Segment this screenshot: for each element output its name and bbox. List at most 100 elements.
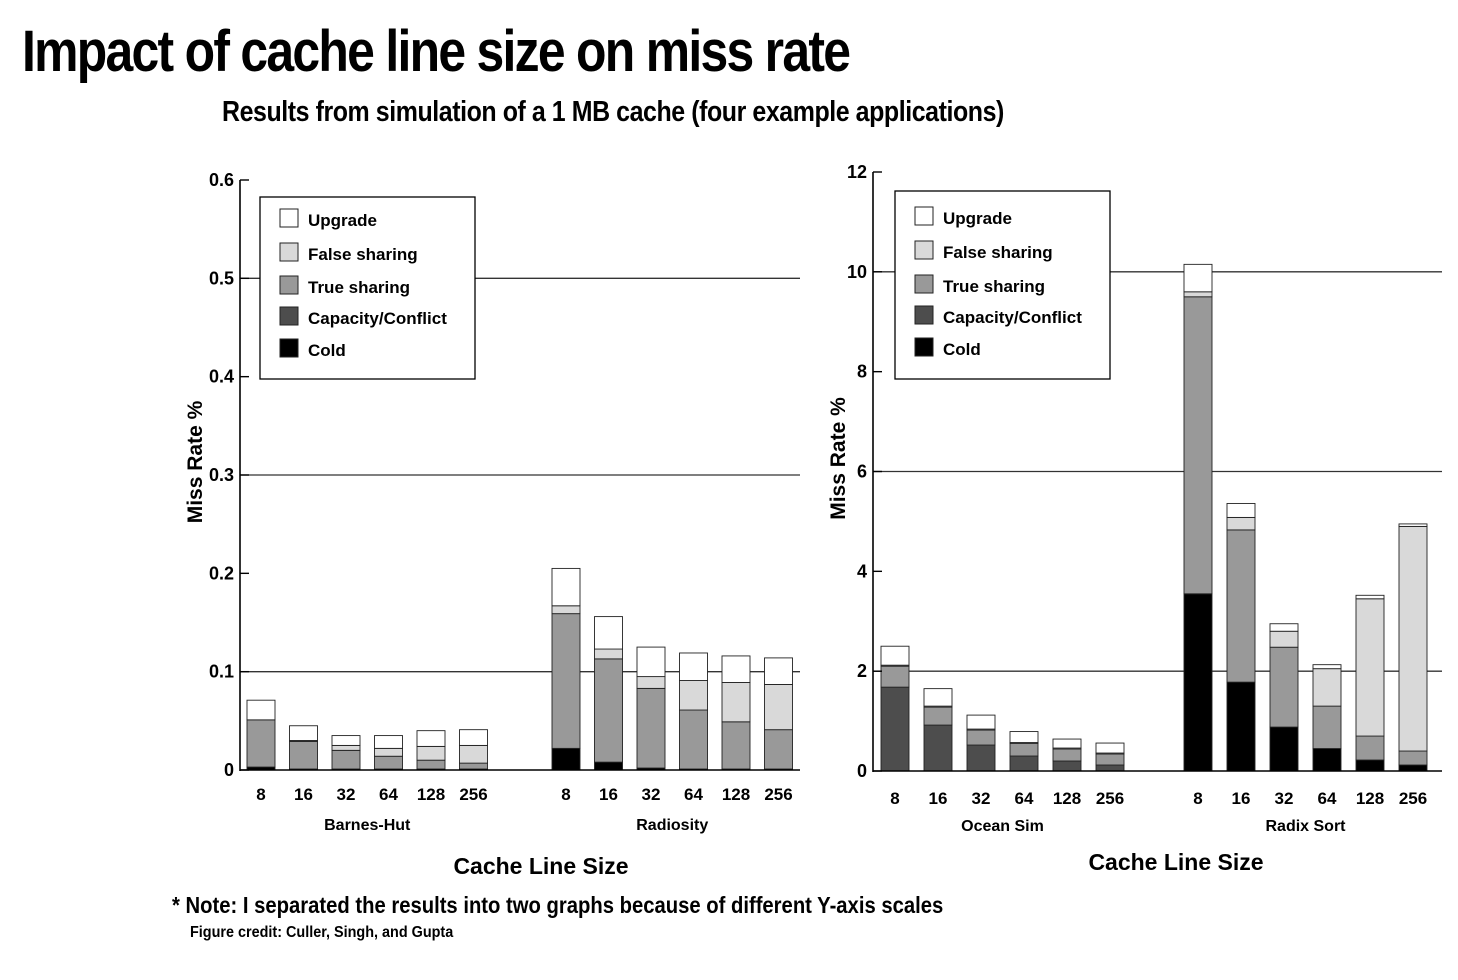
legend-label-upgrade: Upgrade [943, 209, 1012, 228]
bar-ocean-sim-32-true-sharing [966, 729, 996, 746]
bar-ocean-sim-128-capacity-conflict [1052, 760, 1082, 772]
bar-ocean-sim-128-upgrade [1052, 738, 1082, 749]
bar-radiosity-32-true-sharing [636, 687, 666, 769]
y-tick-label: 0.1 [209, 662, 234, 682]
bar-ocean-sim-8-upgrade [880, 645, 910, 666]
bar-ocean-sim-256-capacity-conflict [1095, 764, 1125, 772]
y-tick-label: 6 [857, 462, 867, 482]
x-tick-label: 16 [294, 785, 313, 804]
bar-barnes-hut-32-upgrade [331, 735, 361, 746]
bar-radix-sort-16-true-sharing [1226, 529, 1256, 683]
bar-radix-sort-64-cold [1312, 748, 1342, 772]
bar-radix-sort-64-true-sharing [1312, 705, 1342, 749]
y-tick-label: 0.3 [209, 465, 234, 485]
x-tick-label: 8 [1193, 789, 1202, 808]
x-tick-label: 16 [599, 785, 618, 804]
figure-credit: Figure credit: Culler, Singh, and Gupta [190, 924, 454, 941]
x-tick-label: 128 [417, 785, 445, 804]
x-tick-label: 32 [642, 785, 661, 804]
legend-swatch-true-sharing [279, 275, 299, 295]
y-tick-label: 0 [224, 760, 234, 780]
bar-ocean-sim-64-true-sharing [1009, 743, 1039, 757]
bar-radiosity-256-true-sharing [764, 729, 793, 770]
bar-radiosity-64-true-sharing [679, 709, 708, 770]
footnote: * Note: I separated the results into two… [172, 892, 944, 918]
x-tick-label: 8 [256, 785, 265, 804]
y-tick-label: 0.5 [209, 268, 234, 288]
bar-ocean-sim-8-capacity-conflict [880, 686, 910, 772]
bar-barnes-hut-8-true-sharing [246, 719, 276, 768]
x-tick-label: 16 [1232, 789, 1251, 808]
bar-ocean-sim-32-upgrade [966, 714, 996, 730]
bar-radix-sort-32-true-sharing [1269, 646, 1299, 728]
bar-radix-sort-16-cold [1226, 681, 1256, 772]
bar-radix-sort-128-upgrade [1355, 594, 1385, 600]
bar-radix-sort-8-cold [1183, 593, 1213, 772]
page-title: Impact of cache line size on miss rate [22, 19, 851, 84]
bar-ocean-sim-8-true-sharing [880, 665, 910, 688]
bar-radix-sort-256-false-sharing [1398, 525, 1428, 752]
bar-radix-sort-128-true-sharing [1355, 735, 1385, 761]
bar-radix-sort-8-upgrade [1183, 263, 1213, 293]
x-tick-label: 128 [1356, 789, 1384, 808]
bar-radiosity-256-upgrade [764, 657, 793, 685]
bar-radix-sort-128-false-sharing [1355, 598, 1385, 737]
legend-label-cold: Cold [308, 341, 346, 360]
y-tick-label: 8 [857, 362, 867, 382]
x-tick-label: 64 [379, 785, 398, 804]
legend-swatch-cold [914, 337, 934, 357]
legend-label-true-sharing: True sharing [308, 278, 410, 297]
x-tick-label: 256 [459, 785, 487, 804]
bar-radiosity-128-upgrade [721, 655, 751, 683]
x-tick-label: 256 [764, 785, 792, 804]
group-label-ocean-sim: Ocean Sim [961, 818, 1044, 835]
x-tick-label: 32 [337, 785, 356, 804]
legend-label-false-sharing: False sharing [308, 245, 418, 264]
group-label-radiosity: Radiosity [636, 817, 708, 834]
y-tick-label: 0.4 [209, 367, 234, 387]
bar-radiosity-8-upgrade [551, 567, 581, 607]
bar-barnes-hut-16-upgrade [289, 725, 318, 741]
bar-radix-sort-16-upgrade [1226, 502, 1256, 518]
y-tick-label: 2 [857, 661, 867, 681]
bar-ocean-sim-32-capacity-conflict [966, 744, 996, 772]
bar-radix-sort-64-false-sharing [1312, 668, 1342, 707]
bar-radiosity-16-upgrade [594, 616, 623, 650]
bar-radix-sort-8-false-sharing [1183, 291, 1213, 298]
bar-ocean-sim-64-upgrade [1009, 731, 1039, 743]
bar-barnes-hut-128-upgrade [416, 730, 446, 747]
bar-radiosity-64-false-sharing [679, 680, 708, 711]
legend-swatch-upgrade [279, 208, 299, 228]
x-axis-label: Cache Line Size [453, 853, 628, 879]
group-label-radix-sort: Radix Sort [1265, 818, 1346, 835]
legend-swatch-upgrade [914, 206, 934, 226]
legend-swatch-false-sharing [279, 242, 299, 262]
y-axis-label: Miss Rate % [184, 400, 207, 523]
x-tick-label: 256 [1399, 789, 1427, 808]
bar-radix-sort-128-cold [1355, 759, 1385, 772]
legend-swatch-true-sharing [914, 274, 934, 294]
x-tick-label: 32 [1275, 789, 1294, 808]
bar-radix-sort-32-cold [1269, 726, 1299, 772]
y-tick-label: 4 [857, 561, 867, 581]
bar-barnes-hut-64-upgrade [374, 735, 403, 749]
bar-radix-sort-32-false-sharing [1269, 630, 1299, 648]
bar-radiosity-8-true-sharing [551, 613, 581, 749]
x-tick-label: 8 [561, 785, 570, 804]
y-tick-label: 12 [847, 162, 867, 182]
y-tick-label: 0.6 [209, 170, 234, 190]
x-tick-label: 8 [890, 789, 899, 808]
group-label-barnes-hut: Barnes-Hut [324, 817, 411, 834]
legend-swatch-capacity-conflict [279, 306, 299, 326]
y-tick-label: 10 [847, 262, 867, 282]
x-tick-label: 32 [972, 789, 991, 808]
bar-radiosity-32-upgrade [636, 646, 666, 678]
legend-swatch-false-sharing [914, 240, 934, 260]
x-tick-label: 16 [929, 789, 948, 808]
bar-ocean-sim-16-capacity-conflict [923, 724, 953, 772]
bar-ocean-sim-128-true-sharing [1052, 748, 1082, 762]
legend-label-upgrade: Upgrade [308, 211, 377, 230]
bar-radiosity-64-upgrade [679, 652, 708, 681]
bar-radix-sort-256-upgrade [1398, 523, 1428, 527]
